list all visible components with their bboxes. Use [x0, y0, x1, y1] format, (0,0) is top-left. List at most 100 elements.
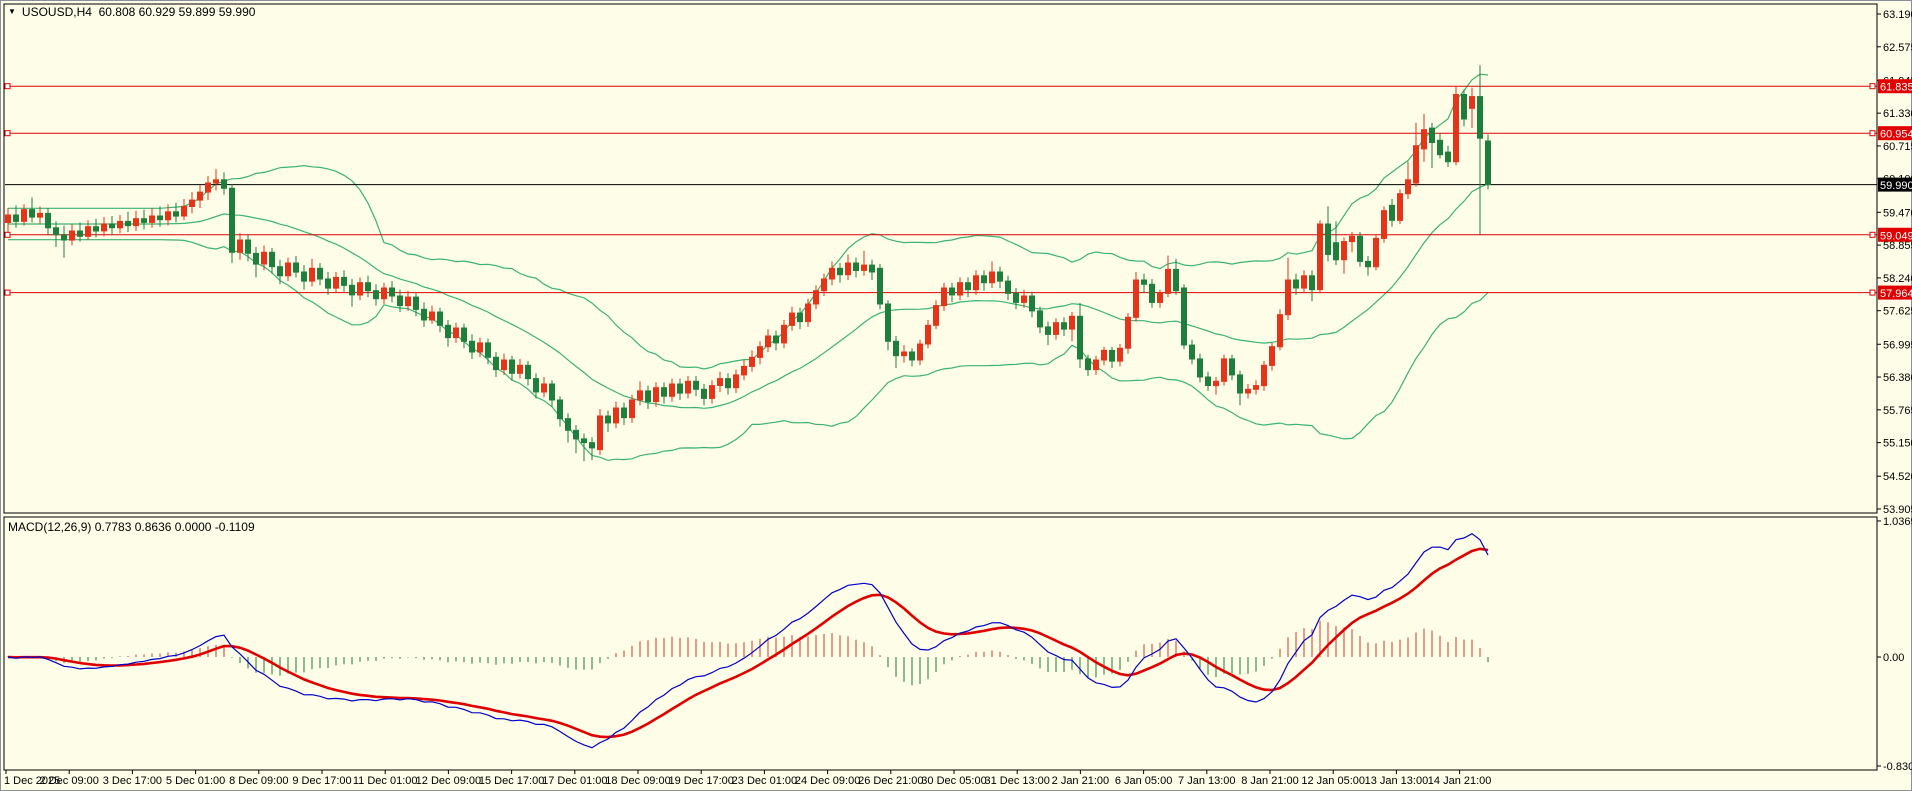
candle-body — [1381, 210, 1387, 239]
candle-body — [901, 351, 907, 357]
horizontal-level-line[interactable] — [4, 130, 1877, 137]
time-axis-label: 31 Dec 13:00 — [984, 775, 1049, 787]
candle — [557, 396, 563, 427]
candle-body — [333, 276, 339, 289]
candle — [1037, 306, 1043, 334]
candle — [365, 275, 371, 298]
candle — [61, 225, 67, 258]
price-badge-label: 61.835 — [1880, 82, 1912, 94]
candle — [669, 378, 675, 402]
bollinger-middle-band — [8, 183, 1489, 409]
candle — [1437, 133, 1443, 159]
candle — [1189, 339, 1195, 365]
candle-body — [1301, 275, 1307, 289]
candle — [581, 433, 587, 462]
candle-body — [845, 262, 851, 276]
candle-body — [781, 324, 787, 344]
candle-body — [917, 343, 923, 361]
candle — [373, 284, 379, 306]
candle — [653, 382, 659, 407]
candle-body — [1445, 151, 1451, 163]
candle-body — [1037, 310, 1043, 328]
candle — [725, 373, 731, 395]
candle-body — [1317, 223, 1323, 291]
candle-body — [613, 407, 619, 424]
candle — [1069, 312, 1075, 342]
candle-body — [637, 390, 643, 401]
candle — [813, 285, 819, 310]
candle — [1381, 206, 1387, 243]
candle-body — [1077, 315, 1083, 360]
line-handle-left[interactable] — [4, 289, 11, 296]
candle — [1133, 272, 1139, 322]
line-handle-right[interactable] — [1869, 289, 1876, 296]
candle — [1397, 189, 1403, 224]
price-badge-bg — [1878, 177, 1912, 192]
candle — [1245, 384, 1251, 399]
candle-body — [701, 388, 707, 399]
time-axis-label: 12 Jan 05:00 — [1301, 775, 1365, 787]
candle-body — [117, 220, 123, 229]
candle-body — [1277, 314, 1283, 348]
candle-body — [141, 218, 147, 223]
candle-body — [981, 275, 987, 284]
candle — [69, 224, 75, 246]
candle — [93, 218, 99, 238]
horizontal-level-line[interactable] — [4, 83, 1877, 90]
candle — [701, 384, 707, 406]
candle — [13, 205, 19, 228]
candle — [965, 277, 971, 298]
candle — [381, 282, 387, 304]
candle-body — [1149, 283, 1155, 303]
price-badge-bg — [1878, 126, 1912, 141]
line-handle-left[interactable] — [4, 231, 11, 238]
line-handle-right[interactable] — [1869, 231, 1876, 238]
candle-body — [1285, 279, 1291, 316]
candle-body — [1397, 193, 1403, 221]
candle-body — [1197, 358, 1203, 378]
candle-body — [1461, 94, 1467, 120]
candle-body — [1125, 316, 1131, 349]
candle — [853, 257, 859, 278]
candle-body — [373, 290, 379, 300]
line-handle-right[interactable] — [1869, 130, 1876, 137]
candle — [1413, 122, 1419, 187]
candle-body — [869, 264, 875, 273]
time-axis-label: 2 Jan 21:00 — [1052, 775, 1110, 787]
candle — [901, 345, 907, 363]
candle — [437, 307, 443, 333]
line-handle-left[interactable] — [4, 130, 11, 137]
candle-body — [1101, 349, 1107, 361]
candle-body — [1189, 344, 1195, 360]
candle-body — [853, 262, 859, 271]
candle-body — [181, 205, 187, 217]
candle — [141, 209, 147, 230]
candle-body — [493, 356, 499, 371]
candle-body — [29, 209, 35, 218]
candle — [493, 352, 499, 377]
macd-pane[interactable] — [4, 532, 1877, 749]
candle — [509, 355, 515, 381]
candle-body — [773, 335, 779, 344]
candle-body — [1453, 94, 1459, 163]
price-badge-bg — [1878, 285, 1912, 300]
chart-title: ▼ USOUSD,H4 60.808 60.929 59.899 59.990 — [8, 5, 255, 19]
candle-body — [813, 290, 819, 305]
candle-body — [533, 378, 539, 393]
candle-body — [893, 340, 899, 357]
symbol-dropdown-icon[interactable]: ▼ — [8, 7, 16, 16]
candle-body — [85, 226, 91, 237]
candle — [429, 305, 435, 324]
candle — [893, 336, 899, 368]
candle-body — [1093, 359, 1099, 371]
candle-body — [685, 380, 691, 394]
line-handle-right[interactable] — [1869, 83, 1876, 90]
candle-body — [629, 399, 635, 419]
candle — [1061, 317, 1067, 336]
candle-body — [1349, 235, 1355, 243]
candle — [325, 272, 331, 295]
candle — [837, 263, 843, 283]
line-handle-left[interactable] — [4, 83, 11, 90]
horizontal-level-line[interactable] — [4, 231, 1877, 238]
